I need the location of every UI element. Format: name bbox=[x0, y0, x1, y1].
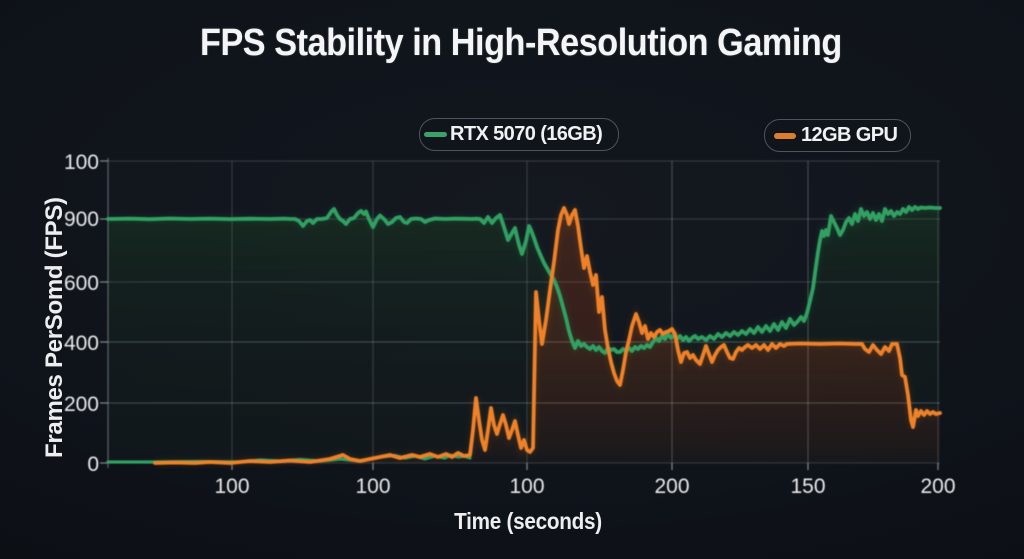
svg-text:100: 100 bbox=[509, 475, 544, 498]
svg-text:0: 0 bbox=[87, 453, 99, 476]
svg-text:400: 400 bbox=[64, 332, 99, 355]
svg-text:900: 900 bbox=[64, 208, 99, 231]
svg-text:600: 600 bbox=[64, 272, 99, 295]
svg-text:200: 200 bbox=[920, 475, 955, 498]
svg-text:150: 150 bbox=[790, 475, 825, 498]
svg-text:100: 100 bbox=[214, 475, 249, 498]
svg-text:100: 100 bbox=[64, 151, 99, 174]
svg-text:200: 200 bbox=[654, 475, 689, 498]
svg-text:100: 100 bbox=[355, 475, 390, 498]
svg-text:200: 200 bbox=[64, 393, 99, 416]
